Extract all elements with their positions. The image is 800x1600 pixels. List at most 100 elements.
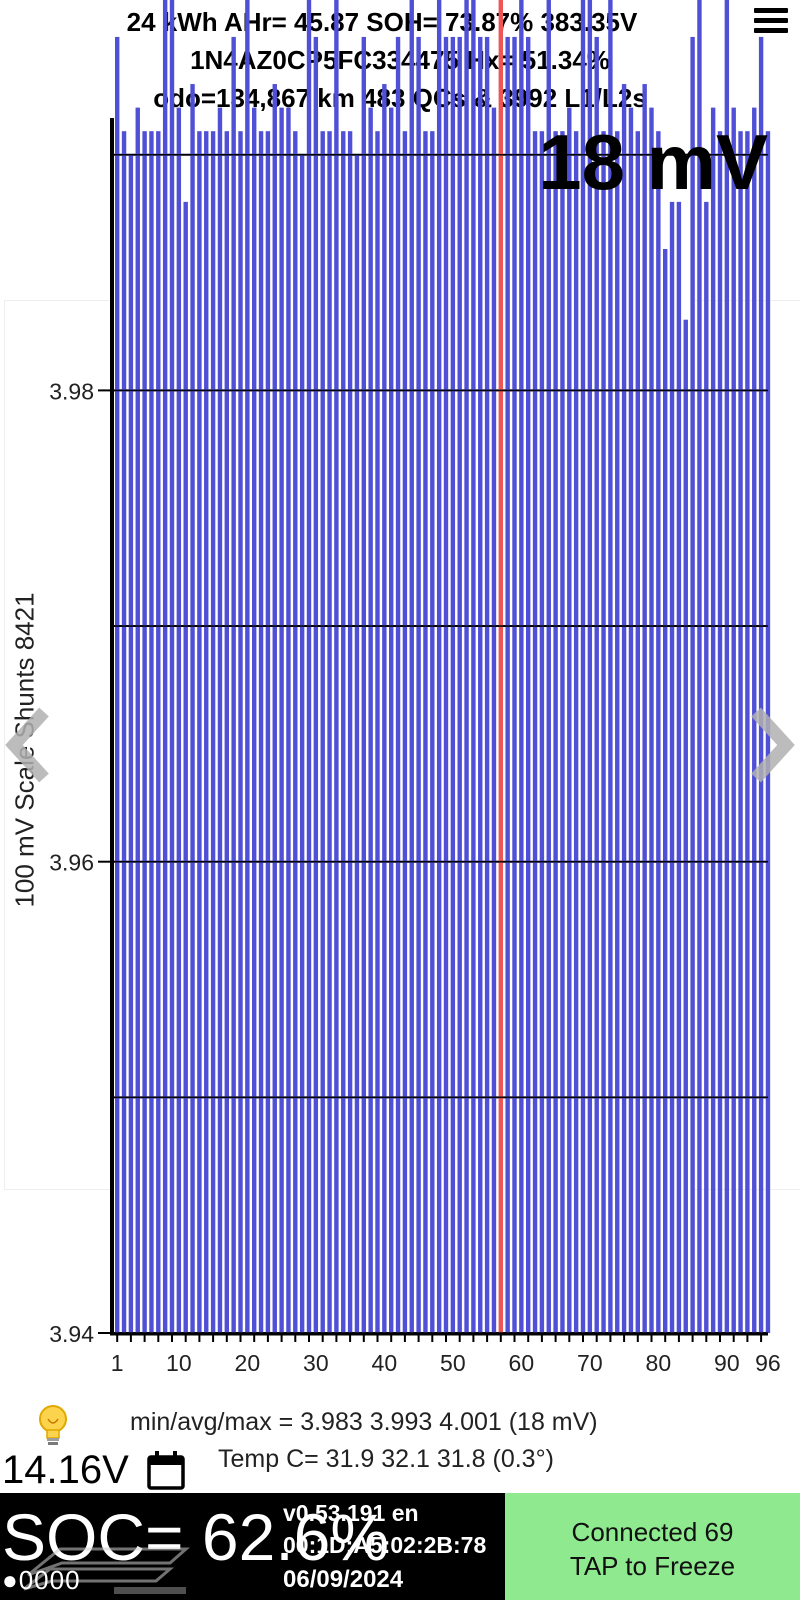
cell-bar — [621, 84, 627, 1333]
cell-bar — [402, 131, 408, 1333]
cell-bar — [464, 0, 469, 1334]
cell-bar — [327, 131, 332, 1333]
x-tick-label: 40 — [372, 1350, 398, 1376]
cell-bar — [710, 107, 716, 1334]
cell-bar — [505, 36, 510, 1333]
scale-readout: 18 mV — [538, 118, 768, 206]
cell-bar — [382, 84, 387, 1333]
min-avg-max-stats: min/avg/max = 3.983 3.993 4.001 (18 mV) — [130, 1408, 598, 1436]
cell-bar — [299, 154, 305, 1333]
cell-bar — [450, 36, 456, 1333]
cell-bar — [204, 131, 209, 1333]
cell-bar — [690, 36, 695, 1333]
x-tick-label: 80 — [646, 1350, 672, 1376]
cell-bar — [484, 36, 490, 1333]
cell-bar — [553, 131, 558, 1333]
temperature-stats: Temp C= 31.9 32.1 31.8 (0.3°) — [218, 1445, 554, 1473]
cell-bar — [149, 131, 154, 1333]
cell-bar — [142, 131, 147, 1333]
cell-bar — [656, 131, 661, 1333]
cell-bar — [526, 36, 531, 1333]
cell-bar — [389, 107, 394, 1334]
x-tick-labels: 1 10 20 30 40 50 60 70 80 90 96 — [111, 1333, 781, 1376]
x-tick-label: 90 — [714, 1350, 740, 1376]
cell-bar — [306, 0, 312, 1333]
cell-bar — [395, 36, 401, 1333]
cell-bar — [423, 131, 428, 1333]
cell-bar — [580, 0, 586, 1333]
cell-bar — [594, 36, 599, 1333]
cell-bar — [238, 131, 243, 1333]
cell-bar — [519, 0, 524, 1333]
tap-to-freeze-button[interactable]: Connected 69 TAP to Freeze — [505, 1493, 800, 1600]
cell-bar — [443, 36, 449, 1333]
connection-dots: ●0000 — [2, 1565, 81, 1595]
cell-bar — [231, 36, 236, 1333]
cell-bar — [532, 131, 538, 1333]
cell-bar — [409, 0, 414, 1333]
cell-bar — [169, 0, 175, 1333]
cell-bar — [436, 0, 442, 1333]
current-date: 06/09/2024 — [283, 1566, 404, 1593]
cell-voltage-chart[interactable]: 4.044.024.003.983.963.94 110203040506070… — [0, 0, 800, 1420]
cell-bar — [573, 131, 579, 1333]
cell-bar — [669, 201, 675, 1333]
x-tick-label: 1 — [111, 1350, 124, 1376]
cell-bar — [190, 84, 195, 1333]
cell-bar — [731, 107, 736, 1334]
cell-bar — [279, 107, 284, 1334]
header-capacity-line: 24 kWh AHr= 45.87 SOH= 73.87% 383.35V — [126, 7, 638, 37]
cell-bar — [539, 131, 545, 1333]
cell-bar — [738, 131, 743, 1333]
cell-bar — [601, 131, 606, 1333]
y-tick-label: 3.96 — [49, 850, 94, 876]
cell-bar — [293, 131, 298, 1333]
cell-bar — [717, 131, 723, 1333]
cell-bar — [457, 36, 462, 1333]
y-tick-labels: 4.044.024.003.983.963.94 — [49, 378, 112, 1347]
cell-bar — [628, 107, 634, 1334]
x-tick-label: 96 — [755, 1350, 781, 1376]
cell-bar — [375, 131, 380, 1333]
connection-status: Connected 69 — [571, 1517, 734, 1547]
status-panel: SOC= 62.6% ●0000 v0.53.191 en 00:1D:A5:0… — [0, 1493, 505, 1600]
cell-bar — [758, 36, 764, 1333]
cell-bar — [354, 154, 360, 1333]
chart-bars — [114, 0, 771, 1334]
cell-bar — [416, 36, 421, 1333]
x-tick-label: 70 — [577, 1350, 603, 1376]
cell-bar — [334, 0, 339, 1333]
cell-bar — [135, 107, 140, 1334]
cell-bar — [121, 131, 127, 1333]
y-tick-label: 3.98 — [49, 378, 94, 404]
cell-bar — [347, 131, 353, 1333]
cell-bar — [478, 36, 483, 1333]
cell-bar — [649, 107, 654, 1334]
cell-bar — [258, 131, 264, 1333]
x-tick-label: 20 — [235, 1350, 261, 1376]
cell-bar — [498, 0, 503, 1333]
x-tick-label: 50 — [440, 1350, 466, 1376]
adapter-mac-address: 00:1D:A5:02:2B:78 — [283, 1532, 487, 1558]
cell-bar — [676, 201, 682, 1333]
prev-screen-arrow-icon[interactable] — [2, 700, 62, 790]
cell-bar — [320, 131, 325, 1333]
next-screen-arrow-icon[interactable] — [738, 700, 798, 790]
cell-bar — [245, 0, 250, 1333]
cell-bar — [368, 107, 373, 1334]
cell-bar — [615, 131, 620, 1333]
cell-bar — [512, 36, 517, 1333]
cell-bar — [752, 107, 757, 1334]
cell-bar — [183, 201, 188, 1333]
cell-bar — [115, 36, 120, 1333]
cell-bar — [567, 107, 572, 1334]
aux-battery-voltage: 14.16V — [2, 1448, 129, 1492]
cell-bar — [286, 107, 291, 1334]
calendar-icon[interactable] — [146, 1449, 186, 1491]
cell-bar — [642, 84, 647, 1333]
cell-bar — [210, 131, 216, 1333]
cell-bar — [176, 107, 182, 1334]
cell-bar — [217, 107, 223, 1334]
x-tick-label: 10 — [166, 1350, 192, 1376]
hamburger-menu-icon[interactable] — [754, 8, 788, 34]
